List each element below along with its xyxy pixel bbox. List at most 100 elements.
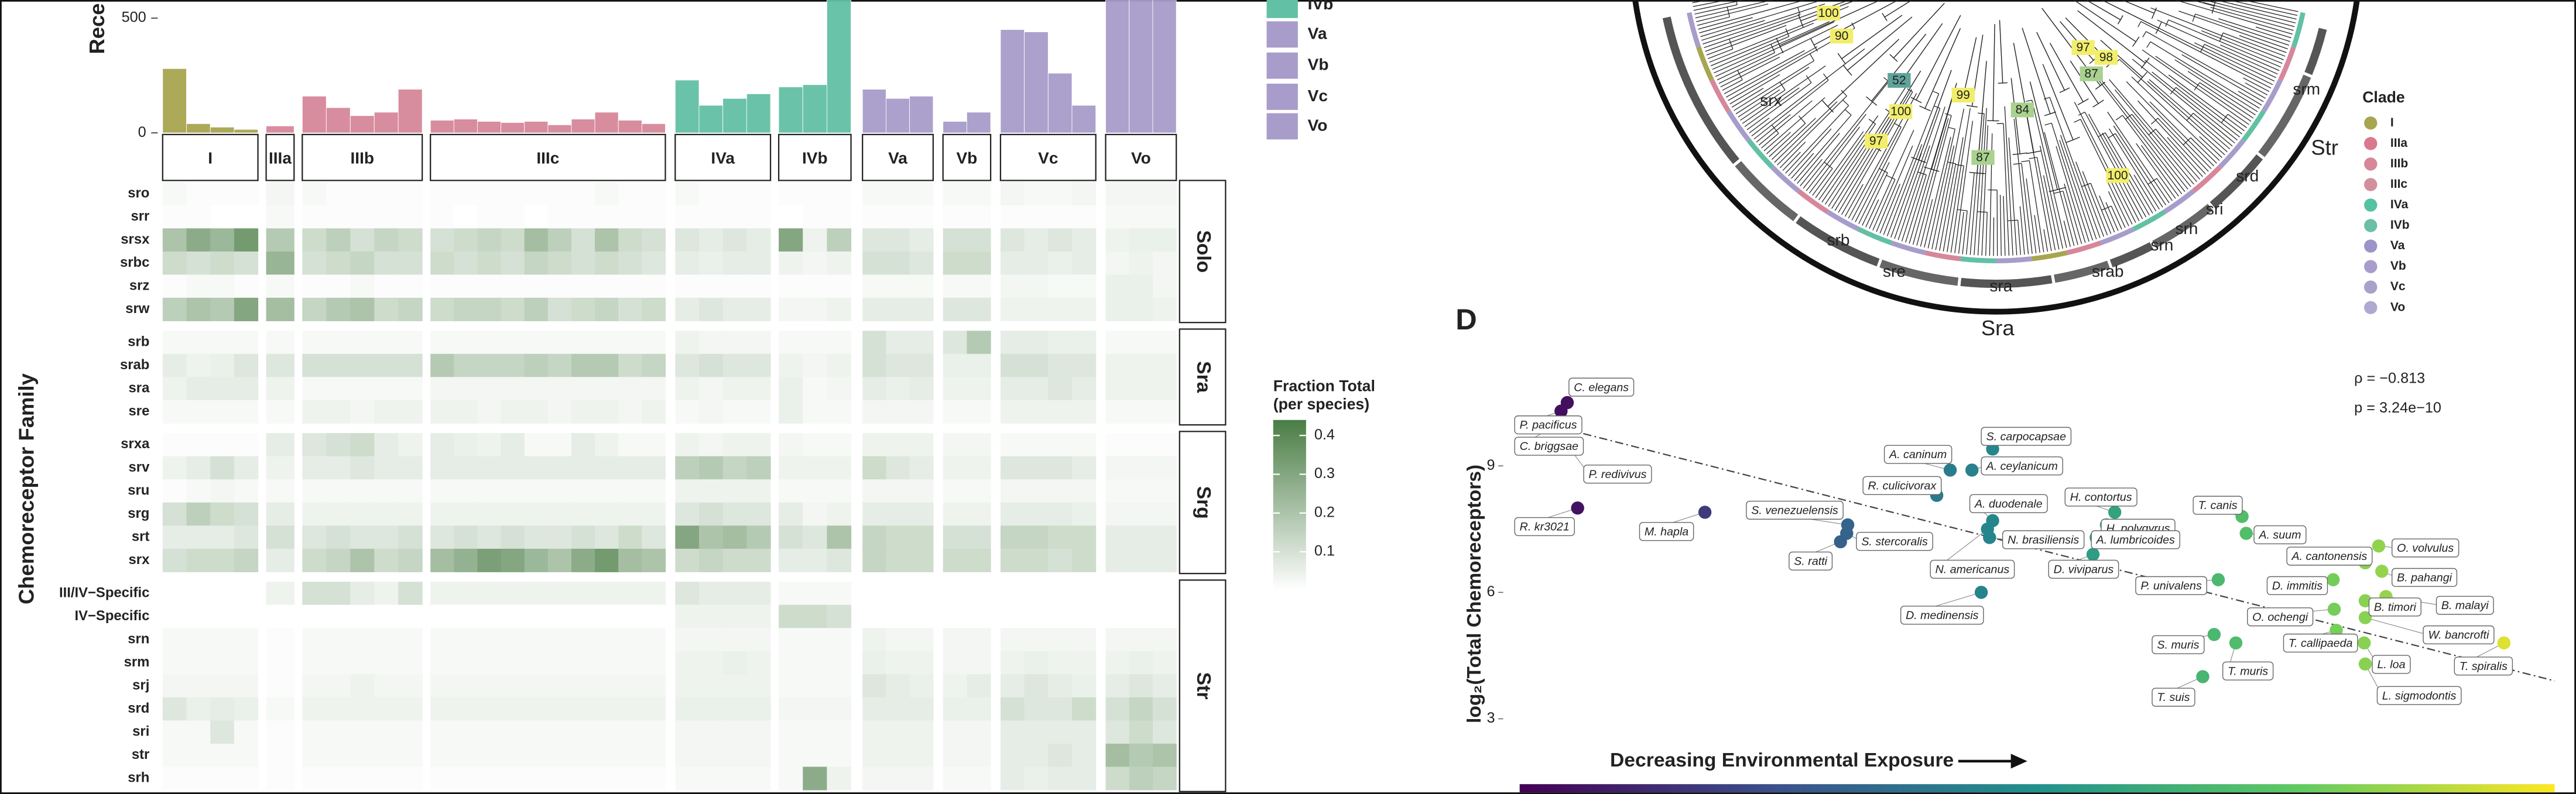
heat-cell (675, 456, 700, 480)
heat-cell (943, 674, 967, 698)
legend-marker (2364, 178, 2378, 191)
heat-cell (943, 205, 967, 229)
colorbar-tick-label: 0.1 (1314, 543, 1335, 559)
heat-cell (642, 331, 666, 355)
branch (1700, 1, 1818, 37)
heat-cell (746, 251, 771, 275)
heat-cell (162, 274, 187, 298)
heat-cell (699, 525, 724, 549)
heat-cell (618, 604, 642, 628)
heat-cell (1000, 377, 1025, 401)
branch (2022, 28, 2051, 114)
clade-ring (2099, 226, 2135, 246)
heat-cell (350, 502, 375, 526)
heat-cell (326, 502, 351, 526)
heat-cell (595, 353, 619, 377)
heat-cell (642, 274, 666, 298)
heat-cell (234, 228, 259, 252)
branch (1708, 49, 1734, 59)
heat-cell (699, 274, 724, 298)
heat-cell (501, 274, 525, 298)
branch (1907, 88, 1913, 92)
heat-cell (862, 628, 886, 652)
heat-cell (501, 628, 525, 652)
point-label: C. briggsae (1520, 440, 1578, 453)
branch (1966, 173, 1975, 255)
branch (2155, 22, 2162, 34)
heat-cell (266, 651, 294, 675)
heat-cell (746, 228, 771, 252)
heat-cell (326, 433, 351, 457)
heat-cell (234, 205, 259, 229)
heat-cell (1024, 582, 1049, 606)
clade-label: Vo (1131, 149, 1151, 167)
heat-cell (266, 604, 294, 628)
label-box (2152, 635, 2205, 654)
heat-cell (1024, 251, 1049, 275)
heat-cell (779, 353, 803, 377)
branch (2099, 195, 2115, 233)
clade-ring (1996, 256, 2032, 263)
heat-cell (477, 377, 502, 401)
heat-cell (350, 331, 375, 355)
heat-cell (909, 297, 934, 321)
branch (1966, 105, 1978, 108)
heat-cell (477, 604, 502, 628)
heat-cell (1000, 604, 1025, 628)
bootstrap-box (2094, 50, 2118, 65)
branch (2192, 13, 2196, 22)
point-label: B. timori (2374, 601, 2417, 614)
heat-cell (886, 548, 910, 572)
point-label: D. viviparus (2054, 563, 2114, 576)
heat-cell (699, 674, 724, 698)
bar (1105, 0, 1130, 133)
heat-cell (430, 651, 454, 675)
branch (1901, 106, 1945, 242)
heat-cell (943, 502, 967, 526)
heat-cell (675, 674, 700, 698)
heat-cell (524, 377, 549, 401)
label-box (2392, 568, 2458, 587)
heat-cell (909, 274, 934, 298)
label-box (2247, 607, 2314, 627)
heat-cell (524, 651, 549, 675)
heat-cell (571, 456, 595, 480)
heat-cell (943, 433, 967, 457)
heat-cell (803, 297, 827, 321)
point-label: B. malayi (2441, 599, 2489, 612)
heat-cell (501, 456, 525, 480)
heat-cell (186, 456, 211, 480)
heat-cell (501, 228, 525, 252)
heat-cell (571, 182, 595, 206)
branch (2222, 32, 2286, 57)
point-label: A. suum (2258, 529, 2301, 542)
heat-cell (477, 205, 502, 229)
heat-cell (746, 628, 771, 652)
legend-label: IVb (1308, 0, 1334, 13)
bars (162, 0, 1177, 133)
branch (1919, 105, 1931, 112)
clade-ring (2241, 109, 2266, 142)
heat-cell (398, 743, 423, 768)
branch (2036, 157, 2056, 250)
heat-cell (1024, 604, 1049, 628)
heat-cell (909, 628, 934, 652)
branch (2115, 115, 2123, 121)
branch (2114, 89, 2194, 185)
bootstrap-box (2010, 102, 2034, 118)
heat-cell (326, 274, 351, 298)
bar (266, 125, 294, 133)
heat-cell (1048, 400, 1073, 424)
heat-cell (1105, 182, 1130, 206)
point (2358, 594, 2372, 607)
branch (1751, 48, 1865, 136)
heat-cell (266, 251, 294, 275)
heat-cell (862, 353, 886, 377)
point-label: S. carpocapsae (1986, 430, 2067, 443)
branch (1777, 95, 1847, 166)
branch (2100, 78, 2188, 190)
annotation: p = 3.24e−10 (2354, 400, 2441, 416)
heat-cell (454, 548, 478, 572)
heat-cell (722, 182, 747, 206)
y-axis-title: Rece (85, 3, 109, 54)
